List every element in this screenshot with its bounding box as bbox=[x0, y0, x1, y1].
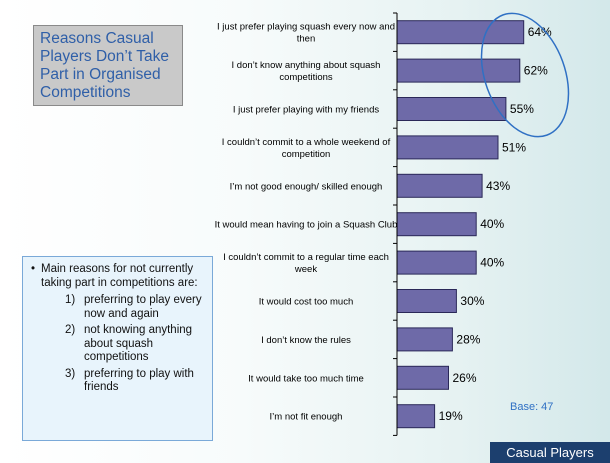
highlight-ellipse bbox=[480, 12, 570, 138]
bar bbox=[396, 289, 457, 313]
category-label: I don’t know the rules bbox=[261, 335, 351, 346]
bar bbox=[396, 58, 521, 83]
value-label: 40% bbox=[480, 256, 504, 270]
bar bbox=[396, 327, 453, 352]
value-label: 64% bbox=[528, 25, 552, 39]
value-label: 43% bbox=[486, 179, 510, 193]
category-label: It would take too much time bbox=[248, 373, 364, 384]
value-label: 62% bbox=[524, 64, 548, 78]
category-label: I just prefer playing with my friends bbox=[233, 105, 380, 116]
bar bbox=[396, 212, 477, 237]
bar bbox=[396, 135, 499, 160]
notes-item: 2) not knowing anything about squash com… bbox=[65, 324, 204, 365]
value-label: 19% bbox=[439, 409, 463, 423]
notes-item: 1) preferring to play every now and agai… bbox=[65, 294, 204, 321]
notes-item: 3) preferring to play with friends bbox=[65, 368, 204, 395]
category-label: It would mean having to join a Squash Cl… bbox=[215, 220, 398, 231]
value-label: 55% bbox=[510, 102, 534, 116]
notes-intro: Main reasons for not currently taking pa… bbox=[41, 263, 198, 289]
notes-item-text: preferring to play with friends bbox=[84, 367, 194, 394]
bullet-icon: • bbox=[31, 263, 36, 275]
category-label: It would cost too much bbox=[259, 297, 354, 308]
category-label: I’m not good enough/ skilled enough bbox=[230, 181, 383, 192]
value-label: 51% bbox=[502, 140, 526, 154]
value-label: 26% bbox=[453, 371, 477, 385]
slide-title: Reasons Casual Players Don’t Take Part i… bbox=[33, 25, 183, 106]
value-label: 28% bbox=[456, 332, 480, 346]
base-label: Base: 47 bbox=[510, 401, 553, 413]
bar bbox=[396, 365, 449, 390]
notes-item-text: preferring to play every now and again bbox=[84, 294, 202, 320]
notes-item-number: 2) bbox=[65, 324, 76, 336]
category-label: I don’t know anything about squash compet… bbox=[232, 60, 381, 83]
notes-item-text: not knowing anything about squash compet… bbox=[84, 324, 193, 363]
category-label: I’m not fit enough bbox=[270, 412, 343, 423]
category-label: I just prefer playing squash every now a… bbox=[217, 22, 395, 45]
bar bbox=[396, 173, 483, 198]
audience-badge: Casual Players bbox=[490, 442, 610, 463]
notes-list: 1) preferring to play every now and agai… bbox=[31, 294, 204, 395]
bar bbox=[396, 404, 436, 429]
value-label: 30% bbox=[460, 294, 484, 308]
bar bbox=[396, 97, 507, 121]
value-label: 40% bbox=[480, 217, 504, 231]
bar bbox=[396, 250, 477, 275]
notes-item-number: 3) bbox=[65, 367, 76, 380]
notes-item-number: 1) bbox=[65, 294, 76, 306]
category-label: I couldn’t commit to a whole weekend of c… bbox=[222, 137, 391, 160]
category-label: I couldn’t commit to a regular time each… bbox=[223, 252, 389, 275]
summary-notes: • Main reasons for not currently taking … bbox=[22, 256, 213, 441]
bar bbox=[396, 20, 525, 45]
